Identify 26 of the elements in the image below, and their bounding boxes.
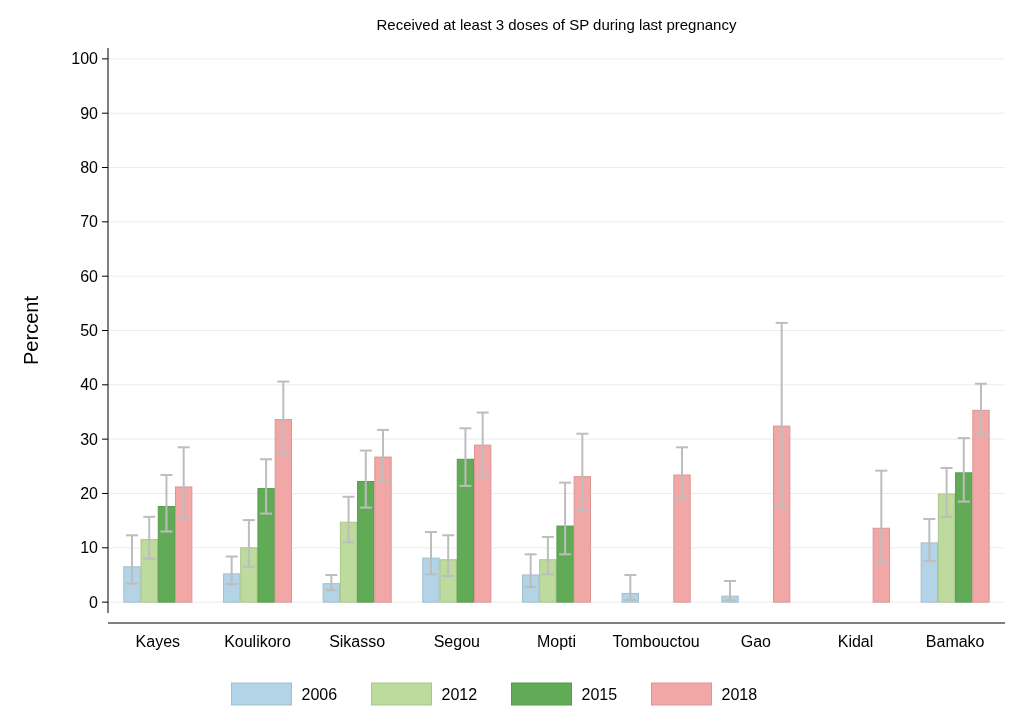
x-tick-label: Gao xyxy=(740,633,772,650)
y-tick-label: 20 xyxy=(80,485,99,503)
x-tick-label: Tombouctou xyxy=(612,633,700,650)
y-tick-label: 40 xyxy=(80,376,99,394)
y-tick-label: 70 xyxy=(80,213,99,231)
y-tick-label: 80 xyxy=(80,159,99,177)
y-tick-label: 50 xyxy=(80,322,99,340)
y-axis-title: Percent xyxy=(20,295,42,365)
chart-title: Received at least 3 doses of SP during last pregnancy xyxy=(376,16,737,33)
y-tick-label: 30 xyxy=(80,430,99,448)
y-tick-label: 10 xyxy=(80,539,99,557)
x-tick-label: Kayes xyxy=(135,633,181,650)
y-tick-label: 90 xyxy=(80,104,99,122)
legend-label: 2018 xyxy=(721,685,758,703)
legend-label: 2006 xyxy=(301,685,338,703)
x-tick-label: Mopti xyxy=(536,633,577,650)
y-tick-label: 100 xyxy=(71,50,99,68)
x-tick-label: Sikasso xyxy=(329,633,386,650)
x-tick-label: Kidal xyxy=(837,633,874,650)
y-tick-label: 60 xyxy=(80,267,99,285)
y-tick-label: 0 xyxy=(89,593,99,611)
legend-label: 2012 xyxy=(441,685,478,703)
x-tick-label: Segou xyxy=(433,633,480,650)
legend-label: 2015 xyxy=(581,685,618,703)
x-tick-label: Koulikoro xyxy=(224,633,291,650)
x-tick-label: Bamako xyxy=(925,633,985,650)
